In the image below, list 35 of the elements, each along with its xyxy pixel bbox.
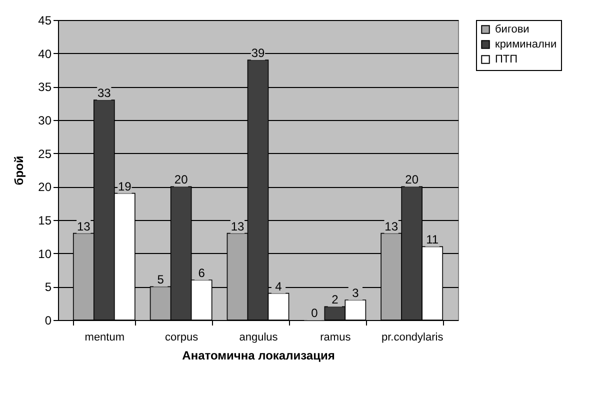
y-tick-label: 40 [38, 46, 52, 61]
y-tick-label: 35 [38, 80, 52, 94]
data-label: 5 [157, 272, 164, 287]
data-label: 19 [118, 179, 132, 194]
y-tick-label: 20 [38, 180, 52, 194]
legend-label: ПТП [495, 54, 518, 66]
y-tick-label: 30 [38, 114, 52, 128]
legend-label: криминални [495, 38, 557, 50]
data-label: 20 [405, 172, 419, 187]
x-tick-label: angulus [239, 332, 278, 344]
data-label: 13 [76, 219, 91, 234]
x-axis-title: Анатомична локализация [182, 348, 335, 362]
data-label: 20 [174, 172, 188, 187]
data-label: 39 [251, 46, 265, 60]
data-label: 13 [384, 219, 398, 234]
data-label: 2 [332, 292, 339, 307]
data-label: 6 [198, 266, 206, 280]
y-tick-label: 10 [38, 246, 52, 261]
legend-label: бигови [495, 24, 530, 36]
y-tick-label: 25 [38, 146, 52, 161]
x-tick-label: mentum [84, 332, 125, 344]
x-tick-label: pr.condylaris [381, 332, 444, 344]
data-label: 4 [275, 279, 282, 294]
x-tick-label: corpus [165, 332, 199, 344]
data-label: 13 [230, 219, 244, 234]
data-label: 11 [426, 232, 439, 247]
y-tick-label: 15 [38, 214, 52, 228]
data-label: 0 [311, 306, 318, 320]
data-label: 33 [97, 86, 112, 100]
y-tick-label: 0 [44, 314, 52, 328]
y-tick-label: 45 [38, 14, 52, 28]
y-tick-label: 5 [44, 280, 52, 294]
y-axis-title: брой [12, 156, 26, 186]
data-label: 3 [352, 286, 360, 300]
x-tick-label: ramus [320, 332, 352, 344]
